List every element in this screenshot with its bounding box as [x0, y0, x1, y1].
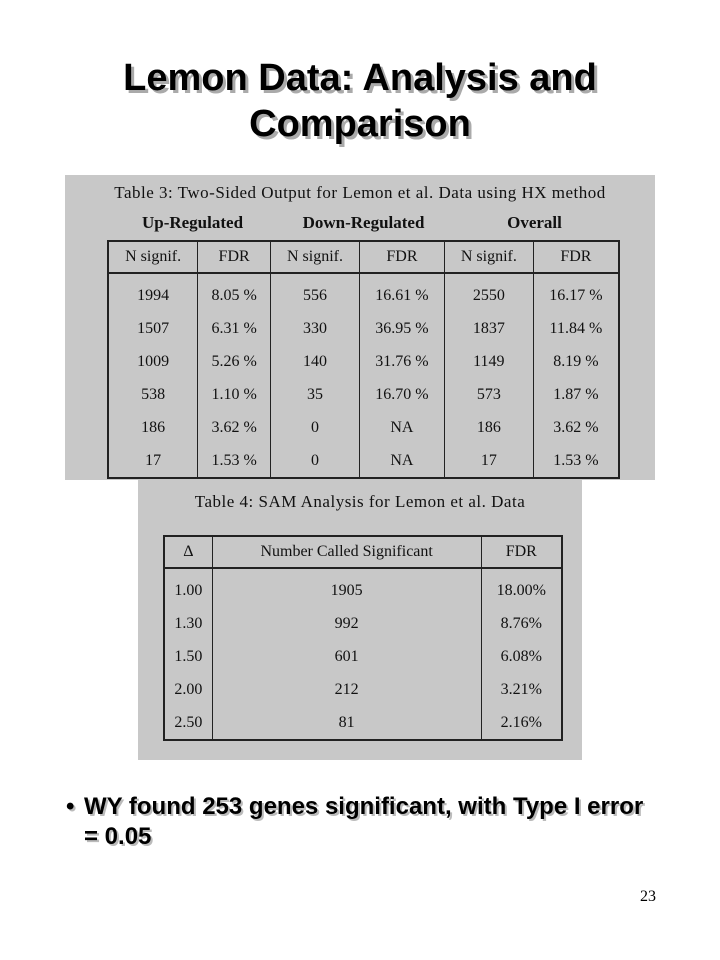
table-row: 1507 6.31 % 330 36.95 % 1837 11.84 %: [108, 312, 619, 345]
slide-title: Lemon Data: Analysis and Comparison: [123, 57, 597, 145]
table-cell: 140: [270, 345, 360, 378]
group-header: Up-Regulated: [141, 213, 244, 232]
table-cell: 1.53 %: [197, 444, 272, 478]
table-cell: 35: [270, 378, 360, 411]
table-cell: 1905: [212, 568, 482, 607]
table-cell: 0: [270, 411, 360, 444]
column-header: N signif.: [270, 241, 360, 274]
table-row: 538 1.10 % 35 16.70 % 573 1.87 %: [108, 378, 619, 411]
table-4: Δ Number Called Significant FDR 1.00 1905 18.…: [163, 535, 563, 741]
table-cell: 31.76 %: [359, 345, 445, 378]
table-row: 1.00 1905 18.00%: [164, 568, 562, 607]
group-header: Overall: [507, 213, 562, 232]
table-row: 1009 5.26 % 140 31.76 % 1149 8.19 %: [108, 345, 619, 378]
table-cell: 17: [108, 444, 199, 478]
table-cell: 5.26 %: [197, 345, 272, 378]
table-cell: 1.00: [164, 568, 213, 607]
column-header: FDR: [359, 241, 445, 274]
column-header: N signif.: [108, 241, 199, 274]
table-cell: 3.62 %: [197, 411, 272, 444]
table-caption: Table 3: Two-Sided Output for Lemon et a…: [114, 183, 606, 202]
table-cell: 1.53 %: [553, 451, 599, 469]
table-cell: 36.95 %: [359, 312, 445, 345]
table-cell: 1.10 %: [197, 378, 272, 411]
column-header: FDR: [197, 241, 272, 274]
table-cell: 2.00: [164, 673, 213, 706]
table-row: 1994 8.05 % 556 16.61 % 2550 16.17 %: [108, 273, 619, 312]
table-cell: NA: [359, 411, 445, 444]
table-cell: 186: [108, 411, 199, 444]
table-cell: 1009: [108, 345, 199, 378]
table-cell: 11.84 %: [549, 319, 603, 337]
table-cell: 992: [212, 607, 482, 640]
table-cell: 8.76%: [500, 614, 542, 632]
table-row: 17 1.53 % 0 NA 17 1.53 %: [108, 444, 619, 478]
table-row: 1.50 601 6.08%: [164, 640, 562, 673]
bullet-list: WY found 253 genes significant, with Typ…: [66, 792, 660, 852]
table-cell: 1149: [444, 345, 534, 378]
table-row: 2.50 81 2.16%: [164, 706, 562, 740]
group-headers: Up-Regulated Down-Regulated Overall: [107, 213, 620, 233]
table-cell: 1.87 %: [553, 385, 599, 403]
table-3-panel: Table 3: Two-Sided Output for Lemon et a…: [65, 175, 655, 480]
table-cell: 330: [270, 312, 360, 345]
table-cell: 1.30: [164, 607, 213, 640]
table-cell: 16.61 %: [359, 273, 445, 312]
column-header: Δ: [164, 536, 213, 569]
table-cell: 0: [270, 444, 360, 478]
bullet-item: WY found 253 genes significant, with Typ…: [66, 792, 660, 852]
table-cell: 3.21%: [500, 680, 542, 698]
table-cell: 17: [444, 444, 534, 478]
table-cell: 16.17 %: [549, 286, 603, 304]
table-cell: 16.70 %: [359, 378, 445, 411]
page-number: 23: [640, 888, 656, 905]
table-cell: 212: [212, 673, 482, 706]
table-cell: 3.62 %: [553, 418, 599, 436]
table-cell: 2.50: [164, 706, 213, 740]
table-cell: 1.50: [164, 640, 213, 673]
column-header: FDR: [533, 241, 619, 274]
table-cell: 18.00%: [496, 581, 546, 599]
table-cell: 186: [444, 411, 534, 444]
table-row: 186 3.62 % 0 NA 186 3.62 %: [108, 411, 619, 444]
table-cell: 6.08%: [500, 647, 542, 665]
table-caption: Table 4: SAM Analysis for Lemon et al. D…: [194, 492, 526, 511]
table-cell: 81: [212, 706, 482, 740]
column-header: Number Called Significant: [212, 536, 482, 569]
table-3: N signif. FDR N signif. FDR N signif. FDR 1994…: [107, 240, 620, 479]
table-cell: 556: [270, 273, 360, 312]
column-header: FDR: [481, 536, 562, 569]
table-cell: 8.19 %: [553, 352, 599, 370]
table-cell: 1994: [108, 273, 199, 312]
group-header: Down-Regulated: [302, 213, 425, 232]
column-header: N signif.: [444, 241, 534, 274]
table-cell: 573: [444, 378, 534, 411]
table-cell: 601: [212, 640, 482, 673]
table-4-panel: Table 4: SAM Analysis for Lemon et al. D…: [138, 480, 582, 760]
table-cell: 538: [108, 378, 199, 411]
table-cell: 2.16%: [500, 713, 542, 731]
table-cell: 6.31 %: [197, 312, 272, 345]
table-cell: 2550: [444, 273, 534, 312]
table-cell: 1507: [108, 312, 199, 345]
table-cell: 1837: [444, 312, 534, 345]
table-row: 1.30 992 8.76%: [164, 607, 562, 640]
table-cell: 8.05 %: [197, 273, 272, 312]
table-cell: NA: [359, 444, 445, 478]
table-row: 2.00 212 3.21%: [164, 673, 562, 706]
